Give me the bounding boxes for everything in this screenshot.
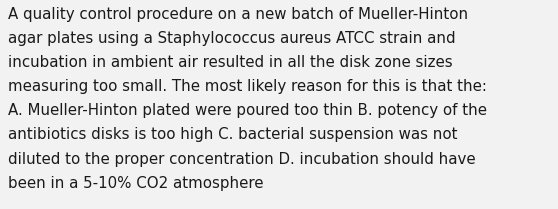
Text: A. Mueller-Hinton plated were poured too thin B. potency of the: A. Mueller-Hinton plated were poured too…: [8, 103, 487, 119]
Text: measuring too small. The most likely reason for this is that the:: measuring too small. The most likely rea…: [8, 79, 487, 94]
Text: antibiotics disks is too high C. bacterial suspension was not: antibiotics disks is too high C. bacteri…: [8, 127, 458, 143]
Text: diluted to the proper concentration D. incubation should have: diluted to the proper concentration D. i…: [8, 152, 476, 167]
Text: A quality control procedure on a new batch of Mueller-Hinton: A quality control procedure on a new bat…: [8, 7, 469, 22]
Text: agar plates using a Staphylococcus aureus ATCC strain and: agar plates using a Staphylococcus aureu…: [8, 31, 456, 46]
Text: incubation in ambient air resulted in all the disk zone sizes: incubation in ambient air resulted in al…: [8, 55, 453, 70]
Text: been in a 5-10% CO2 atmosphere: been in a 5-10% CO2 atmosphere: [8, 176, 264, 191]
